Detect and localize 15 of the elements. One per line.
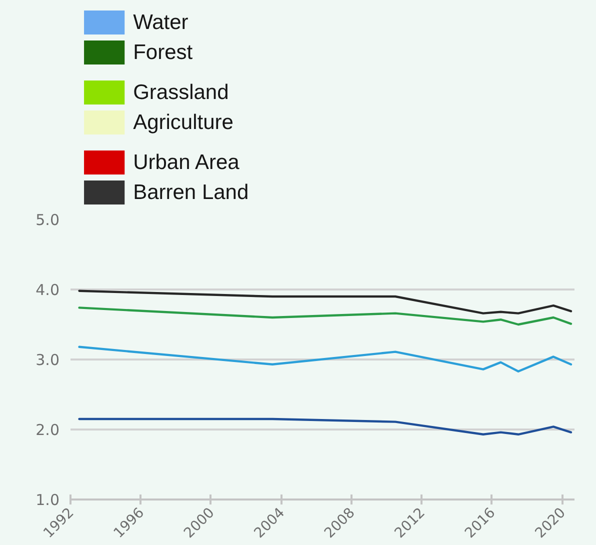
line-series <box>78 306 572 326</box>
y-tick-label: 5.0 <box>36 211 60 229</box>
y-tick-label: 2.0 <box>36 421 60 439</box>
y-tick-label: 1.0 <box>36 491 60 509</box>
line-series <box>78 346 572 372</box>
line-series <box>78 290 572 314</box>
category-label: Barren Land <box>133 181 249 204</box>
category-label: Urban Area <box>133 151 240 174</box>
category-label: Water <box>133 11 188 34</box>
line-series <box>78 418 572 436</box>
category-label: Forest <box>133 41 193 64</box>
category-label: Agriculture <box>133 111 234 134</box>
y-tick-label: 4.0 <box>36 281 60 299</box>
category-label: Grassland <box>133 81 229 104</box>
y-tick-label: 3.0 <box>36 351 60 369</box>
